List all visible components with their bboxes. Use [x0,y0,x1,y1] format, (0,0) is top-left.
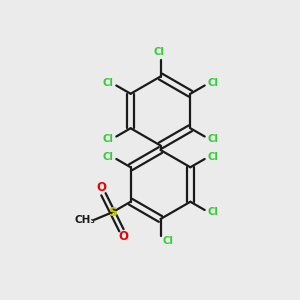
Text: O: O [96,181,106,194]
Text: CH₃: CH₃ [75,215,96,225]
Text: S: S [108,206,117,219]
Text: Cl: Cl [208,152,218,162]
Text: Cl: Cl [163,236,173,247]
Text: Cl: Cl [103,134,113,144]
Text: O: O [119,230,129,243]
Text: Cl: Cl [154,47,164,58]
Text: Cl: Cl [208,134,218,144]
Text: Cl: Cl [208,78,218,88]
Text: Cl: Cl [103,78,113,88]
Text: Cl: Cl [103,152,113,162]
Text: Cl: Cl [208,207,218,218]
